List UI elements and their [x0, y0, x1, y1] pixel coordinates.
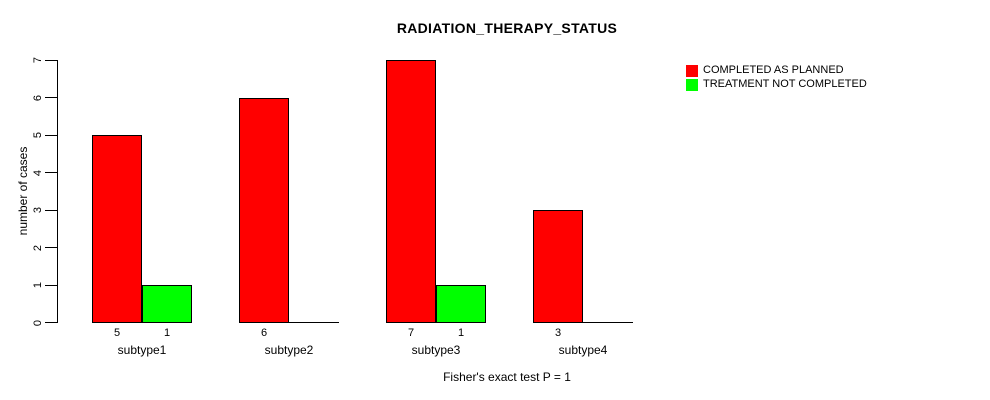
y-tick-label: 1	[32, 281, 44, 289]
bar-value-label: 1	[457, 327, 465, 339]
y-tick	[45, 209, 57, 211]
x-category-label-subtype1: subtype1	[117, 343, 167, 357]
y-tick-label: 3	[32, 206, 44, 214]
bar-value-label: 6	[260, 327, 268, 339]
bar-subtype3-completed-as-planned	[386, 60, 436, 323]
y-tick-label: 0	[32, 319, 44, 326]
y-tick	[45, 59, 57, 61]
bar-subtype2-completed-as-planned	[239, 97, 289, 323]
zero-bar-subtype4-treatment-not-completed	[583, 322, 633, 323]
caption-fishers-test: Fisher's exact test P = 1	[443, 370, 571, 384]
y-tick	[45, 172, 57, 173]
y-tick	[45, 322, 57, 323]
bar-value-label: 7	[407, 327, 415, 339]
y-tick-label: 5	[32, 131, 44, 139]
y-tick	[45, 247, 57, 248]
y-tick-label: 2	[32, 244, 44, 251]
legend-item-treatment-not-completed: TREATMENT NOT COMPLETED	[686, 78, 867, 91]
y-tick	[45, 97, 57, 98]
legend-item-completed-as-planned: COMPLETED AS PLANNED	[686, 64, 867, 77]
x-category-label-subtype4: subtype4	[558, 343, 608, 357]
y-tick-label: 6	[32, 94, 44, 101]
legend-label-treatment-not-completed: TREATMENT NOT COMPLETED	[703, 78, 867, 90]
y-tick-label: 7	[32, 56, 44, 64]
legend: COMPLETED AS PLANNED TREATMENT NOT COMPL…	[686, 64, 867, 92]
zero-bar-subtype2-treatment-not-completed	[289, 322, 339, 323]
y-axis-line	[57, 60, 58, 323]
bar-value-label: 1	[163, 327, 171, 339]
y-tick	[45, 284, 57, 286]
x-category-label-subtype3: subtype3	[411, 343, 461, 357]
y-tick-label: 4	[32, 169, 44, 176]
y-tick	[45, 134, 57, 136]
legend-swatch-red-icon	[686, 64, 698, 77]
legend-swatch-green-icon	[686, 78, 698, 91]
bar-subtype1-treatment-not-completed	[142, 285, 192, 323]
bar-subtype4-completed-as-planned	[533, 210, 583, 323]
x-category-label-subtype2: subtype2	[264, 343, 314, 357]
bar-value-label: 5	[113, 327, 121, 339]
legend-label-completed-as-planned: COMPLETED AS PLANNED	[703, 64, 844, 76]
y-axis-title: number of cases	[16, 146, 30, 236]
chart-title: RADIATION_THERAPY_STATUS	[396, 20, 618, 36]
bar-value-label: 3	[554, 327, 562, 339]
bar-subtype1-completed-as-planned	[92, 135, 142, 323]
bar-subtype3-treatment-not-completed	[436, 285, 486, 323]
